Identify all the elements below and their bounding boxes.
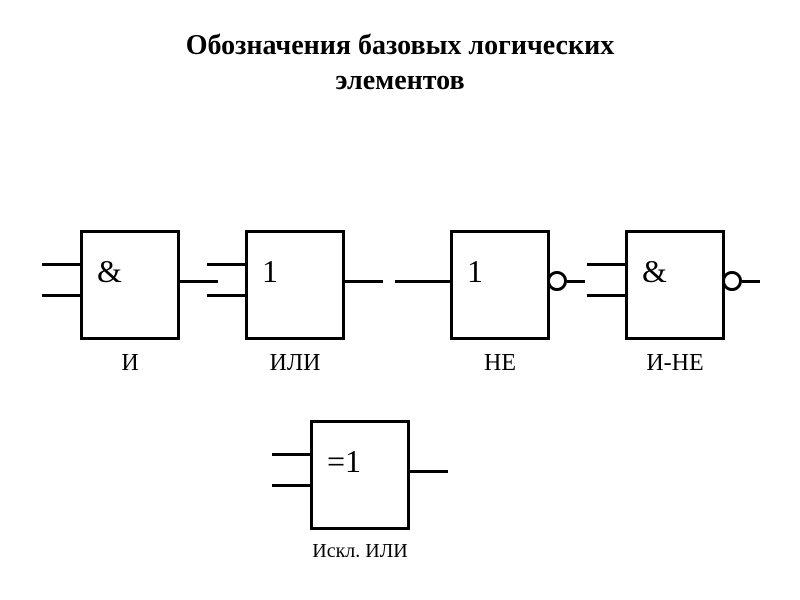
xor-input-wire-1 [272,453,310,456]
nand-caption: И-НЕ [605,350,745,377]
nand-input-wire-1 [587,263,625,266]
and-input-wire-2 [42,294,80,297]
xor-gate: =1 [310,420,410,530]
nand-output-wire [742,280,760,283]
not-caption: НЕ [430,350,570,377]
and-input-wire-1 [42,263,80,266]
and-gate: & [80,230,180,340]
xor-input-wire-2 [272,484,310,487]
or-output-wire [345,280,383,283]
title-line-2: элементов [335,65,464,96]
title-line-1: Обозначения базовых логических [186,30,615,61]
not-gate-symbol: 1 [467,253,483,290]
not-gate: 1 [450,230,550,340]
nand-input-wire-2 [587,294,625,297]
not-input-wire-1 [395,280,450,283]
nand-gate: & [625,230,725,340]
or-input-wire-1 [207,263,245,266]
xor-gate-symbol: =1 [327,443,361,480]
or-gate: 1 [245,230,345,340]
and-caption: И [60,350,200,377]
and-gate-symbol: & [97,253,122,290]
xor-caption: Искл. ИЛИ [290,540,430,563]
or-caption: ИЛИ [225,350,365,377]
and-output-wire [180,280,218,283]
page-title: Обозначения базовых логических элементов [0,28,800,98]
nand-output-bubble [722,271,742,291]
diagram-canvas: Обозначения базовых логических элементов… [0,0,800,600]
xor-output-wire [410,470,448,473]
or-input-wire-2 [207,294,245,297]
or-gate-symbol: 1 [262,253,278,290]
nand-gate-symbol: & [642,253,667,290]
not-output-bubble [547,271,567,291]
not-output-wire [567,280,585,283]
